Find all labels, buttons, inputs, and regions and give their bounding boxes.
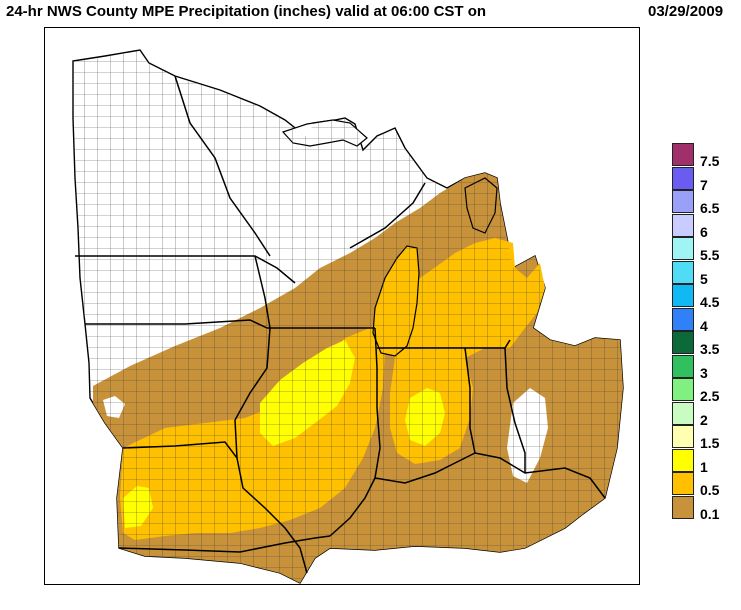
legend-swatch xyxy=(672,307,694,331)
legend-label: 3.5 xyxy=(700,341,720,357)
legend-swatch xyxy=(672,166,694,190)
legend-label: 7.5 xyxy=(700,153,720,169)
legend-label: 0.1 xyxy=(700,505,720,522)
legend-label: 7 xyxy=(700,176,708,193)
precipitation-legend: 7.5 7 6.5 6 5.5 5 4.5 4 3.5 3 2.5 2 1.5 1 0.5 0.1 xyxy=(672,143,738,536)
legend-swatch xyxy=(672,401,694,425)
legend-label: 4 xyxy=(700,317,708,334)
legend-label: 1.5 xyxy=(700,435,720,451)
legend-swatch xyxy=(672,425,694,448)
map-date: 03/29/2009 xyxy=(648,3,724,20)
legend-swatch xyxy=(672,260,694,284)
legend-swatch xyxy=(672,378,694,401)
legend-label: 1 xyxy=(700,458,708,475)
legend-swatch xyxy=(672,143,694,166)
legend-label: 0.5 xyxy=(700,482,720,498)
legend-swatch xyxy=(672,213,694,237)
map-title-bar: 24-hr NWS County MPE Precipitation (inch… xyxy=(0,2,741,22)
county-grid xyxy=(73,50,623,583)
legend-label: 6 xyxy=(700,223,708,240)
legend-label: 6.5 xyxy=(700,200,720,216)
legend-swatch xyxy=(672,284,694,307)
legend-label: 2.5 xyxy=(700,388,720,404)
legend-swatch xyxy=(672,331,694,354)
legend-swatch xyxy=(672,448,694,472)
map-canvas xyxy=(72,49,624,584)
legend-label: 4.5 xyxy=(700,294,720,310)
legend-label: 3 xyxy=(700,364,708,381)
legend-label: 5 xyxy=(700,270,708,287)
map-title: 24-hr NWS County MPE Precipitation (inch… xyxy=(6,3,487,20)
precipitation-map[interactable] xyxy=(44,27,640,585)
legend-swatch xyxy=(672,472,694,495)
legend-swatch xyxy=(672,237,694,260)
legend-swatch xyxy=(672,190,694,213)
state-boundaries xyxy=(75,75,606,574)
legend-label: 2 xyxy=(700,411,708,428)
legend-swatch xyxy=(672,495,694,519)
legend-label: 5.5 xyxy=(700,247,720,263)
legend-swatch xyxy=(672,354,694,378)
